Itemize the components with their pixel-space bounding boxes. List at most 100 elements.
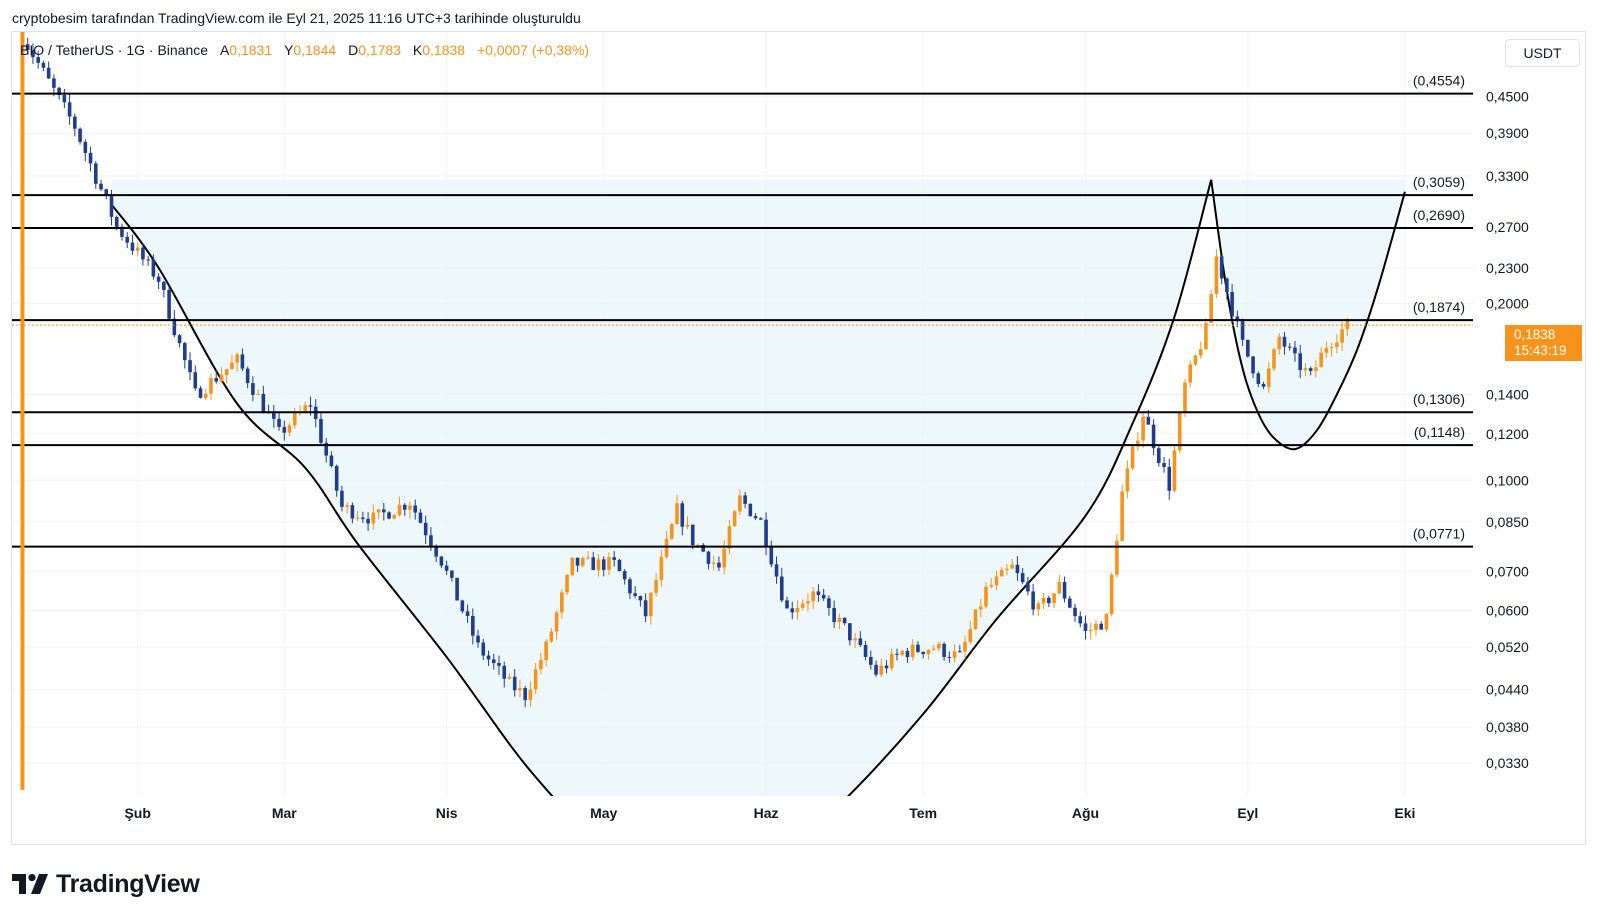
candle-body bbox=[1188, 364, 1193, 383]
candle-body bbox=[25, 44, 30, 50]
candle-body bbox=[46, 67, 51, 79]
candle-body bbox=[1314, 367, 1318, 371]
candle-body bbox=[1209, 294, 1213, 323]
candle-body bbox=[1345, 318, 1350, 330]
candle-body bbox=[188, 360, 192, 373]
candle-body bbox=[1214, 256, 1219, 295]
candle-body bbox=[1026, 582, 1030, 592]
tradingview-logo: TradingView bbox=[12, 870, 200, 898]
candle-body bbox=[1031, 591, 1035, 610]
last-price: 0,1838 bbox=[1514, 327, 1556, 342]
candle-body bbox=[429, 535, 433, 547]
candle-body bbox=[717, 562, 721, 568]
open-label: A bbox=[219, 42, 230, 58]
y-tick-label: 0,1400 bbox=[1486, 386, 1529, 402]
candle-body bbox=[837, 617, 842, 623]
y-tick-label: 0,0330 bbox=[1486, 755, 1529, 771]
candle-body bbox=[1204, 322, 1208, 350]
change-value: +0,0007 (+0,38%) bbox=[476, 42, 590, 58]
candle-body bbox=[1047, 597, 1051, 604]
candle-body bbox=[638, 595, 643, 601]
candle-body bbox=[392, 515, 397, 519]
candle-body bbox=[1167, 466, 1172, 491]
candle-body bbox=[732, 511, 737, 527]
candle-body bbox=[931, 648, 936, 650]
symbol-name[interactable]: BIO / TetherUS · 1G · Binance bbox=[20, 42, 209, 58]
candle-body bbox=[240, 354, 245, 369]
y-tick-label: 0,1200 bbox=[1486, 426, 1529, 442]
candle-body bbox=[141, 247, 145, 260]
candle-body bbox=[696, 544, 700, 546]
candle-body bbox=[795, 607, 800, 613]
level-label: (0,4554) bbox=[1413, 73, 1465, 89]
candle-body bbox=[366, 518, 370, 524]
candle-body bbox=[664, 538, 669, 557]
candle-body bbox=[586, 557, 590, 559]
candle-body bbox=[1293, 347, 1297, 354]
candle-body bbox=[418, 512, 423, 523]
level-label: (0,1148) bbox=[1414, 424, 1465, 440]
candle-body bbox=[151, 259, 156, 277]
candle-body bbox=[670, 524, 674, 539]
candle-body bbox=[785, 600, 789, 609]
candle-body bbox=[842, 617, 847, 624]
candle-body bbox=[1230, 292, 1234, 317]
candle-body bbox=[539, 660, 543, 670]
candle-body bbox=[245, 368, 250, 384]
candle-body bbox=[62, 95, 67, 103]
x-tick-label: Tem bbox=[909, 805, 937, 821]
high-label: Y bbox=[284, 42, 294, 58]
candle-body bbox=[863, 644, 868, 658]
x-tick-label: Eyl bbox=[1237, 805, 1258, 821]
candle-body bbox=[67, 102, 72, 117]
y-tick-label: 0,0850 bbox=[1486, 514, 1529, 530]
candle-body bbox=[905, 650, 910, 658]
x-tick-label: Şub bbox=[124, 805, 150, 821]
candle-body bbox=[706, 551, 711, 564]
level-label: (0,3059) bbox=[1413, 174, 1465, 190]
candle-body bbox=[848, 623, 852, 641]
candle-body bbox=[397, 504, 402, 516]
candle-body bbox=[1094, 623, 1098, 630]
candle-body bbox=[345, 505, 349, 507]
candle-body bbox=[910, 644, 915, 658]
candle-body bbox=[162, 281, 166, 290]
candle-body bbox=[575, 557, 580, 566]
candle-body bbox=[224, 369, 229, 376]
candle-body bbox=[1157, 448, 1161, 464]
y-tick-label: 0,0600 bbox=[1486, 603, 1529, 619]
y-axis: 0,4500 0,3900 0,3300 0,2700 0,2300 0,2000 0,14… bbox=[1486, 89, 1529, 771]
candle-body bbox=[1125, 468, 1130, 492]
candle-body bbox=[821, 594, 826, 599]
candle-body bbox=[895, 653, 899, 655]
y-tick-label: 0,2000 bbox=[1486, 296, 1529, 312]
y-tick-label: 0,3300 bbox=[1486, 168, 1529, 184]
candle-body bbox=[1183, 382, 1187, 413]
candle-body bbox=[376, 509, 381, 513]
candle-body bbox=[832, 607, 836, 623]
last-price-badge: 0,1838 15:43:19 bbox=[1505, 325, 1582, 361]
y-tick-label: 0,2700 bbox=[1486, 219, 1529, 235]
candle-body bbox=[1272, 349, 1276, 369]
y-tick-label: 0,4500 bbox=[1486, 89, 1529, 105]
candle-body bbox=[764, 519, 768, 548]
y-tick-label: 0,0440 bbox=[1486, 682, 1529, 698]
candle-body bbox=[455, 577, 459, 601]
candle-body bbox=[685, 524, 690, 527]
currency-unit-button[interactable]: USDT bbox=[1505, 39, 1580, 67]
candle-body bbox=[769, 547, 774, 565]
level-label: (0,1874) bbox=[1413, 299, 1465, 315]
pattern-fill-0 bbox=[111, 179, 1212, 796]
symbol-legend: BIO / TetherUS · 1G · Binance A0,1831 Y0… bbox=[20, 42, 589, 58]
pattern-curve-1 bbox=[1210, 179, 1406, 451]
candle-body bbox=[879, 665, 884, 675]
candle-body bbox=[622, 571, 627, 580]
candle-body bbox=[1266, 368, 1271, 387]
level-label: (0,0771) bbox=[1413, 526, 1465, 542]
candle-body bbox=[481, 642, 486, 656]
candle-body bbox=[800, 603, 805, 608]
candle-body bbox=[450, 570, 454, 578]
pattern-curve-0 bbox=[110, 179, 1213, 796]
candle-body bbox=[523, 688, 527, 701]
